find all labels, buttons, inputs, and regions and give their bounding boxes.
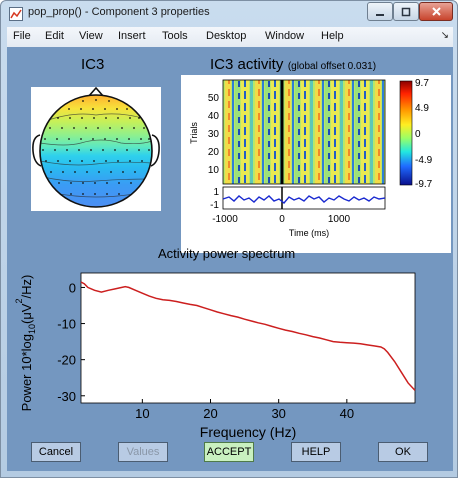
spectrum-line [80, 281, 416, 391]
spectrum-ylabel-part: 2 [14, 298, 24, 303]
spectrum-xtick-label: 30 [271, 406, 285, 421]
colorbar-tick: 0 [415, 129, 421, 140]
erp-trace [222, 195, 386, 204]
spectrum-ytick-label: -30 [57, 389, 76, 404]
spectrum-xtick-label: 20 [203, 406, 217, 421]
help-button[interactable]: HELP [291, 442, 341, 462]
matlab-figure-icon [9, 7, 23, 21]
erpimage-heatmap [223, 80, 385, 184]
spectrum-plot-area [80, 272, 416, 404]
erpimage-ytick: 20 [208, 147, 220, 158]
colorbar-tick: -9.7 [415, 179, 433, 190]
topomap-title: IC3 [81, 56, 105, 73]
menu-help[interactable]: Help [321, 30, 344, 42]
ok-button[interactable]: OK [378, 442, 428, 462]
close-icon [431, 7, 441, 16]
erpimage-title-main: IC3 activity [210, 56, 284, 73]
menu-view[interactable]: View [79, 30, 103, 42]
spectrum-ylabel-part: /Hz) [19, 275, 34, 299]
erpimage-panel: 50 40 30 20 10 Trials 1 -1 -1000 0 1000 … [181, 75, 451, 253]
maximize-button[interactable] [393, 2, 419, 21]
erpimage-xtick: 0 [279, 214, 285, 225]
erpimage-xtick: 1000 [328, 214, 351, 225]
erpimage-y-ticks: 50 40 30 20 10 [208, 93, 220, 176]
close-button[interactable] [419, 2, 453, 21]
accept-button[interactable]: ACCEPT [204, 442, 254, 462]
maximize-icon [401, 7, 411, 16]
spectrum-ytick-label: 0 [69, 280, 76, 295]
erpimage-title-offset: (global offset 0.031) [287, 61, 377, 72]
menu-desktop[interactable]: Desktop [206, 30, 247, 42]
minimize-button[interactable] [367, 2, 393, 21]
menu-bar: File Edit View Insert Tools Desktop Wind… [7, 27, 453, 47]
erpimage-ytick: 30 [208, 129, 220, 140]
erpimage-x-ticks: -1000 0 1000 [212, 214, 350, 225]
spectrum-title: Activity power spectrum [158, 246, 296, 261]
spectrum-ylabel-part: 10 [27, 324, 37, 334]
spectrum-ylabel: Power 10*log10(μV2/Hz) [14, 275, 37, 412]
menu-tools[interactable]: Tools [162, 30, 188, 42]
cancel-button[interactable]: Cancel [31, 442, 81, 462]
electrode-dots [42, 99, 150, 195]
figure-area: IC3 [7, 47, 453, 471]
spectrum-xtick-label: 10 [135, 406, 149, 421]
erpimage-xtick: -1000 [212, 214, 238, 225]
erpimage-ytick: 50 [208, 93, 220, 104]
spectrum-xlabel: Frequency (Hz) [200, 424, 296, 440]
erpimage-colorbar [399, 80, 413, 186]
spectrum-ylabel-part: Power 10*log [19, 334, 34, 411]
spectrum-ytick-label: -20 [57, 353, 76, 368]
colorbar-tick: -4.9 [415, 155, 433, 166]
colorbar-tick: 4.9 [415, 103, 429, 114]
erpimage-ytick: 10 [208, 165, 220, 176]
colorbar-ticks: 9.7 4.9 0 -4.9 -9.7 [415, 78, 433, 190]
erpimage-ylabel: Trials [189, 122, 199, 144]
power-spectrum-chart: 10 20 30 40 0 -10 -20 -30 Frequency (Hz) Power 10… [14, 272, 416, 440]
spectrum-ylabel-part: (μV [19, 303, 34, 324]
menu-edit[interactable]: Edit [45, 30, 64, 42]
erpimage-xlabel: Time (ms) [289, 228, 329, 238]
values-button[interactable]: Values [118, 442, 168, 462]
menu-insert[interactable]: Insert [118, 30, 146, 42]
erp-tick: -1 [210, 200, 219, 211]
spectrum-ytick-label: -10 [57, 317, 76, 332]
spectrum-xtick-label: 40 [340, 406, 354, 421]
menu-window[interactable]: Window [265, 30, 305, 42]
erp-tick: 1 [213, 187, 219, 198]
title-bar[interactable]: pop_prop() - Component 3 properties [1, 1, 457, 27]
colorbar-tick: 9.7 [415, 78, 429, 89]
topomap [31, 87, 161, 211]
erpimage-title: IC3 activity (global offset 0.031) [210, 56, 376, 74]
minimize-icon [376, 13, 384, 16]
window-title: pop_prop() - Component 3 properties [28, 6, 210, 18]
menu-file[interactable]: File [13, 30, 31, 42]
menu-overflow-arrow-icon[interactable]: ↘ [440, 30, 449, 41]
erpimage-ytick: 40 [208, 111, 220, 122]
